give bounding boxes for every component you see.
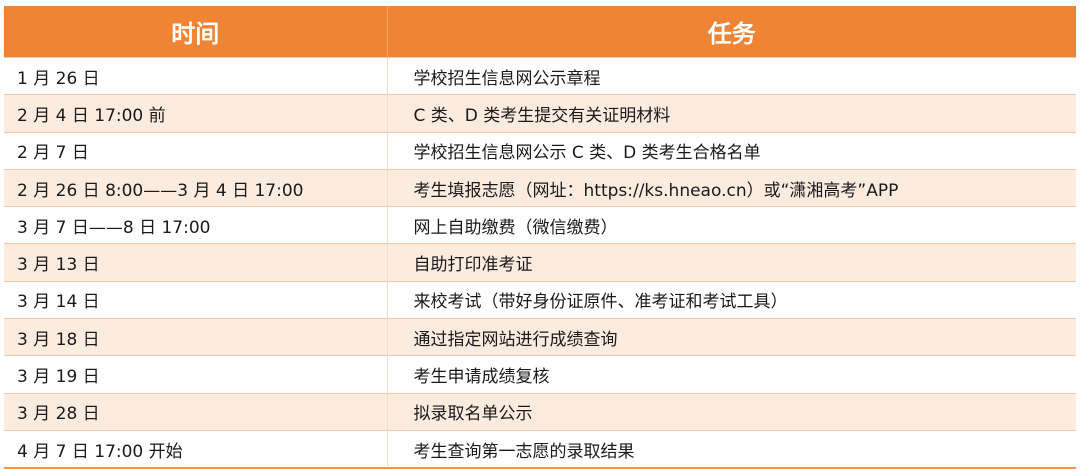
- task-cell: 通过指定网站进行成绩查询: [387, 318, 1076, 356]
- table-row: 3 月 13 日自助打印准考证: [4, 243, 1076, 282]
- time-cell: 3 月 13 日: [4, 243, 388, 282]
- time-cell: 3 月 18 日: [4, 318, 388, 356]
- table-row: 3 月 19 日考生申请成绩复核: [4, 355, 1076, 394]
- table-row: 3 月 18 日通过指定网站进行成绩查询: [4, 318, 1076, 356]
- task-cell: 考生申请成绩复核: [387, 355, 1076, 394]
- task-cell: 拟录取名单公示: [387, 392, 1076, 431]
- time-cell: 3 月 7 日——8 日 17:00: [4, 206, 388, 244]
- task-cell: 学校招生信息网公示 C 类、D 类考生合格名单: [387, 131, 1076, 170]
- time-cell: 3 月 14 日: [4, 280, 388, 319]
- table-row: 4 月 7 日 17:00 开始 考生查询第一志愿的录取结果: [4, 429, 1076, 469]
- header-task: 任务: [387, 6, 1076, 58]
- time-cell: 1 月 26 日: [4, 56, 388, 95]
- time-cell: 4 月 7 日 17:00 开始: [4, 429, 388, 469]
- time-cell: 2 月 26 日 8:00——3 月 4 日 17:00: [4, 168, 388, 207]
- task-cell: 来校考试（带好身份证原件、准考证和考试工具）: [387, 280, 1076, 319]
- task-cell: 学校招生信息网公示章程: [387, 56, 1076, 95]
- table-row: 2 月 26 日 8:00——3 月 4 日 17:00 考生填报志愿（网址：ht…: [4, 168, 1076, 207]
- task-cell: 网上自助缴费（微信缴费）: [387, 206, 1076, 244]
- task-cell: 自助打印准考证: [387, 243, 1076, 282]
- task-cell: 考生查询第一志愿的录取结果: [387, 429, 1076, 469]
- task-cell: C 类、D 类考生提交有关证明材料: [387, 94, 1076, 133]
- header-row: 时间 任务: [4, 6, 1076, 58]
- time-cell: 3 月 28 日: [4, 392, 388, 431]
- table-row: 3 月 14 日来校考试（带好身份证原件、准考证和考试工具）: [4, 280, 1076, 319]
- task-cell: 考生填报志愿（网址：https://ks.hneao.cn）或“潇湘高考”APP: [387, 168, 1076, 207]
- time-cell: 2 月 7 日: [4, 131, 388, 170]
- header-time: 时间: [4, 6, 388, 58]
- table-row: 2 月 7 日学校招生信息网公示 C 类、D 类考生合格名单: [4, 131, 1076, 170]
- table-row: 1 月 26 日学校招生信息网公示章程: [4, 56, 1076, 95]
- time-cell: 3 月 19 日: [4, 355, 388, 394]
- table-row: 3 月 28 日拟录取名单公示: [4, 392, 1076, 431]
- table-row: 3 月 7 日——8 日 17:00 网上自助缴费（微信缴费）: [4, 206, 1076, 244]
- schedule-table: 时间 任务 1 月 26 日学校招生信息网公示章程 2 月 4 日 17:00 前…: [4, 6, 1076, 469]
- time-cell: 2 月 4 日 17:00 前: [4, 94, 388, 133]
